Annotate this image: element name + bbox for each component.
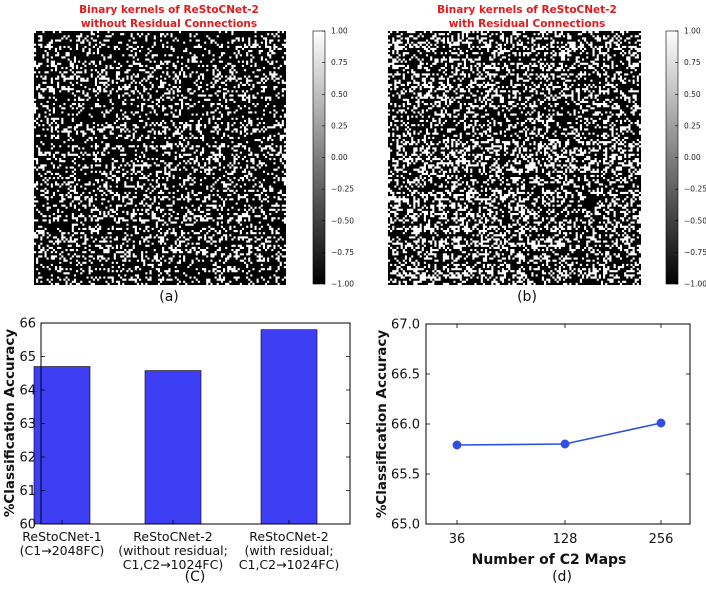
- panel-b: Binary kernels of ReStoCNet-2 with Resid…: [388, 4, 706, 305]
- panel-b-label: (b): [517, 289, 537, 305]
- panel-c-y-tick-label: 64: [19, 384, 36, 399]
- panel-a-label: (a): [159, 289, 179, 305]
- panel-c-x-ticks: ReStoCNet-1 (C1→2048FC) ReStoCNet-2 (withou…: [20, 520, 339, 572]
- panel-b-colorbar-tick-label: −0.50: [684, 216, 706, 225]
- panel-a-white-cells: [34, 31, 286, 285]
- panel-a-heatmap: [34, 31, 286, 285]
- panel-a-colorbar-tick-label: 0.50: [331, 90, 348, 99]
- panel-c-y-tick-label: 65: [19, 350, 36, 365]
- panel-d-x-tick-label: 128: [553, 532, 578, 547]
- panel-d-x-axis-label: Number of C2 Maps: [472, 552, 627, 568]
- panel-d-y-tick-label: 66.5: [391, 368, 420, 383]
- panel-d-y-ticks: 65.0 65.5 66.0 66.5 67.0: [391, 318, 690, 533]
- panel-d: 65.0 65.5 66.0 66.5 67.0 36 128 256 %Classific…: [374, 318, 691, 585]
- panel-b-colorbar-ticks: 1.00 0.75 0.50 0.25 0.00 −0.25 −0.50 −0.75 −1.00: [675, 27, 706, 289]
- panel-c-y-tick-label: 62: [19, 451, 36, 466]
- panel-a-colorbar-tick-label: −0.50: [331, 216, 354, 225]
- panel-d-series: [452, 418, 666, 450]
- panel-d-axes-frame: [425, 323, 691, 525]
- panel-a-colorbar-tick-label: 1.00: [331, 27, 348, 36]
- panel-d-y-tick-label: 67.0: [391, 318, 420, 333]
- panel-c-y-ticks: 60 61 62 63 64 65 66: [19, 317, 350, 533]
- panel-a: Binary kernels of ReStoCNet-2 without Re…: [34, 4, 354, 305]
- panel-c-x-tick-label: ReStoCNet-2 (with residual; C1,C2→1024FC): [239, 529, 339, 572]
- bar-1: [33, 366, 91, 525]
- panel-c-y-tick-label: 61: [19, 484, 36, 499]
- panel-d-label: (d): [552, 569, 572, 585]
- panel-a-colorbar-tick-label: 0.25: [331, 121, 348, 130]
- panel-b-colorbar-tick-label: −0.25: [684, 185, 706, 194]
- panel-d-x-tick-label: 256: [649, 532, 674, 547]
- panel-a-colorbar-tick-label: −0.25: [331, 185, 354, 194]
- panel-c-x-tick-label: ReStoCNet-2 (without residual; C1,C2→1024F…: [118, 529, 228, 572]
- panel-b-colorbar-tick-label: 0.75: [684, 58, 701, 67]
- panel-b-colorbar-tick-label: 1.00: [684, 27, 701, 36]
- panel-b-white-cells: [388, 31, 641, 285]
- panel-a-title-line-1: Binary kernels of ReStoCNet-2: [79, 4, 259, 16]
- panel-d-y-axis-label: %Classification Accuracy: [374, 330, 390, 518]
- panel-d-x-tick-label: 36: [449, 532, 466, 547]
- panel-c-y-tick-label: 66: [19, 317, 36, 332]
- panel-b-colorbar-tick-label: 0.50: [684, 90, 701, 99]
- panel-c-y-tick-label: 63: [19, 417, 36, 432]
- panel-b-title-line-2: with Residual Connections: [449, 18, 606, 30]
- bar-2: [144, 370, 202, 525]
- panel-a-colorbar-tick-label: 0.00: [331, 153, 348, 162]
- panel-b-heatmap: [388, 31, 641, 285]
- bar-3: [260, 329, 318, 525]
- data-point: [560, 439, 570, 449]
- panel-a-colorbar-tick-label: −0.75: [331, 248, 354, 257]
- panel-c-label: (C): [185, 569, 206, 585]
- panel-b-colorbar-tick-label: 0.00: [684, 153, 701, 162]
- panel-a-title-line-2: without Residual Connections: [81, 18, 257, 30]
- panel-d-x-ticks: 36 128 256: [449, 324, 674, 547]
- panel-d-y-tick-label: 65.0: [391, 518, 420, 533]
- panel-b-colorbar-tick-label: −0.75: [684, 248, 706, 257]
- panel-a-colorbar-tick-label: −1.00: [331, 280, 354, 289]
- panel-c-bars: [33, 329, 318, 525]
- panel-a-colorbar-ticks: 1.00 0.75 0.50 0.25 0.00 −0.25 −0.50 −0.75 −1.00: [322, 27, 354, 289]
- panel-c-y-axis-label: %Classification Accuracy: [2, 329, 18, 517]
- data-point: [656, 418, 666, 428]
- panel-d-y-tick-label: 66.0: [391, 418, 420, 433]
- panel-b-title-line-1: Binary kernels of ReStoCNet-2: [437, 4, 617, 16]
- panel-d-y-tick-label: 65.5: [391, 468, 420, 483]
- panel-a-colorbar-tick-label: 0.75: [331, 58, 348, 67]
- panel-b-colorbar-tick-label: −1.00: [684, 280, 706, 289]
- data-point: [452, 440, 462, 450]
- panel-c-y-tick-label: 60: [19, 518, 36, 533]
- series-line: [456, 422, 662, 446]
- panel-b-colorbar-tick-label: 0.25: [684, 121, 701, 130]
- panel-c-x-tick-label: ReStoCNet-1 (C1→2048FC): [20, 529, 105, 558]
